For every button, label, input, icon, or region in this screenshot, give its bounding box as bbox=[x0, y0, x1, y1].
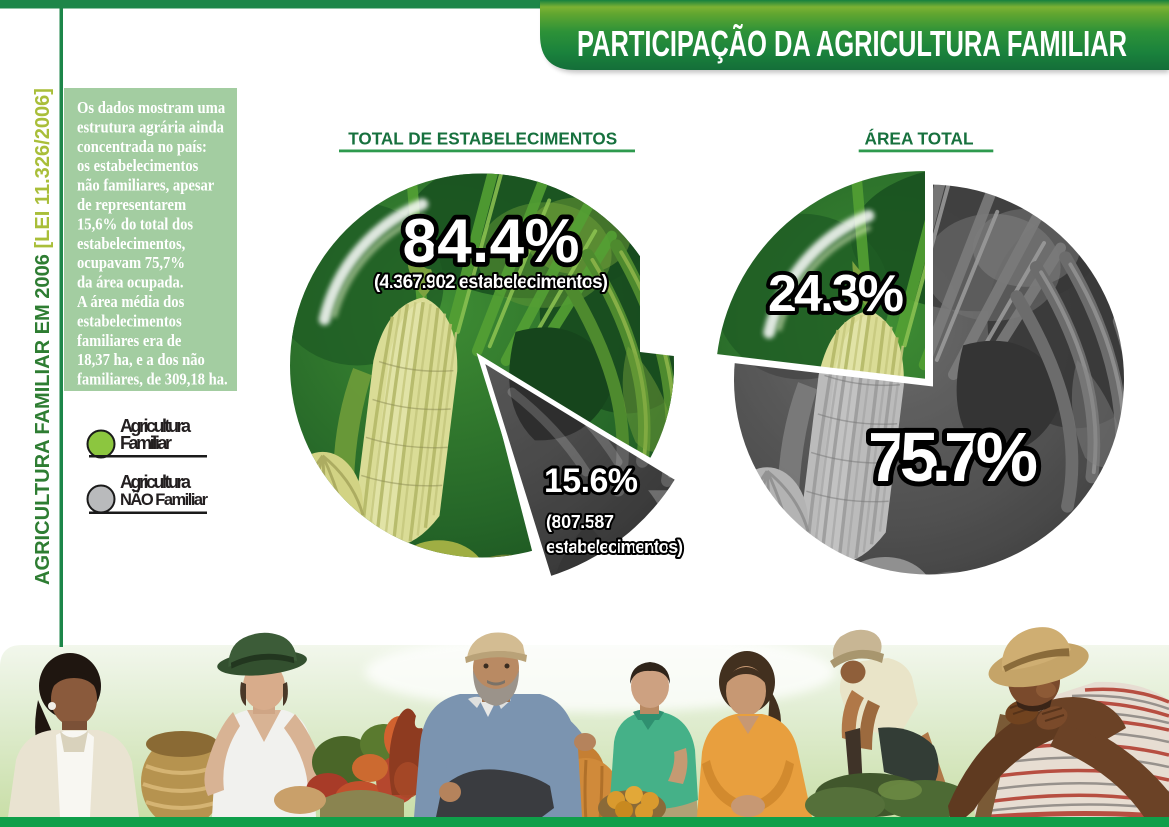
svg-text:familiares, de 309,18 ha.: familiares, de 309,18 ha. bbox=[77, 371, 228, 389]
svg-text:18,37 ha, e a dos não: 18,37 ha, e a dos não bbox=[77, 351, 205, 369]
svg-text:24.3%: 24.3% bbox=[768, 265, 904, 323]
svg-text:Agricultura: Agricultura bbox=[120, 472, 192, 492]
svg-text:de representarem: de representarem bbox=[77, 196, 186, 214]
svg-text:estabelecimentos,: estabelecimentos, bbox=[77, 235, 185, 253]
svg-text:Familiar: Familiar bbox=[120, 433, 172, 453]
svg-text:PARTICIPAÇÃO DA AGRICULTURA FA: PARTICIPAÇÃO DA AGRICULTURA FAMILIAR bbox=[577, 22, 1127, 64]
svg-text:Os dados mostram uma: Os dados mostram uma bbox=[77, 99, 225, 117]
svg-text:NÃO Familiar: NÃO Familiar bbox=[120, 489, 209, 509]
svg-text:84.4%: 84.4% bbox=[403, 207, 580, 276]
svg-text:estabelecimentos): estabelecimentos) bbox=[546, 537, 683, 557]
svg-text:Agricultura: Agricultura bbox=[120, 416, 192, 436]
svg-text:familiares era de: familiares era de bbox=[77, 332, 181, 350]
svg-text:da área ocupada.: da área ocupada. bbox=[77, 274, 184, 292]
svg-text:ÁREA TOTAL: ÁREA TOTAL bbox=[865, 128, 974, 149]
svg-text:TOTAL DE ESTABELECIMENTOS: TOTAL DE ESTABELECIMENTOS bbox=[348, 129, 617, 149]
svg-text:não familiares, apesar: não familiares, apesar bbox=[77, 177, 214, 195]
svg-text:estrutura agrária ainda: estrutura agrária ainda bbox=[77, 118, 224, 136]
svg-text:ocupavam 75,7%: ocupavam 75,7% bbox=[77, 254, 185, 272]
svg-text:(807.587: (807.587 bbox=[546, 512, 614, 532]
svg-text:(4.367.902 estabelecimentos): (4.367.902 estabelecimentos) bbox=[374, 272, 608, 293]
svg-text:15,6% do total dos: 15,6% do total dos bbox=[77, 215, 193, 233]
svg-text:os estabelecimentos: os estabelecimentos bbox=[77, 157, 198, 175]
svg-text:AGRICULTURA FAMILIAR EM 2006 [: AGRICULTURA FAMILIAR EM 2006 [LEI 11.326… bbox=[32, 88, 54, 585]
svg-text:15.6%: 15.6% bbox=[544, 462, 638, 500]
svg-text:concentrada no país:: concentrada no país: bbox=[77, 138, 207, 156]
svg-text:estabelecimentos: estabelecimentos bbox=[77, 312, 182, 330]
svg-text:A área média dos: A área média dos bbox=[77, 293, 184, 311]
svg-text:75.7%: 75.7% bbox=[868, 418, 1038, 496]
